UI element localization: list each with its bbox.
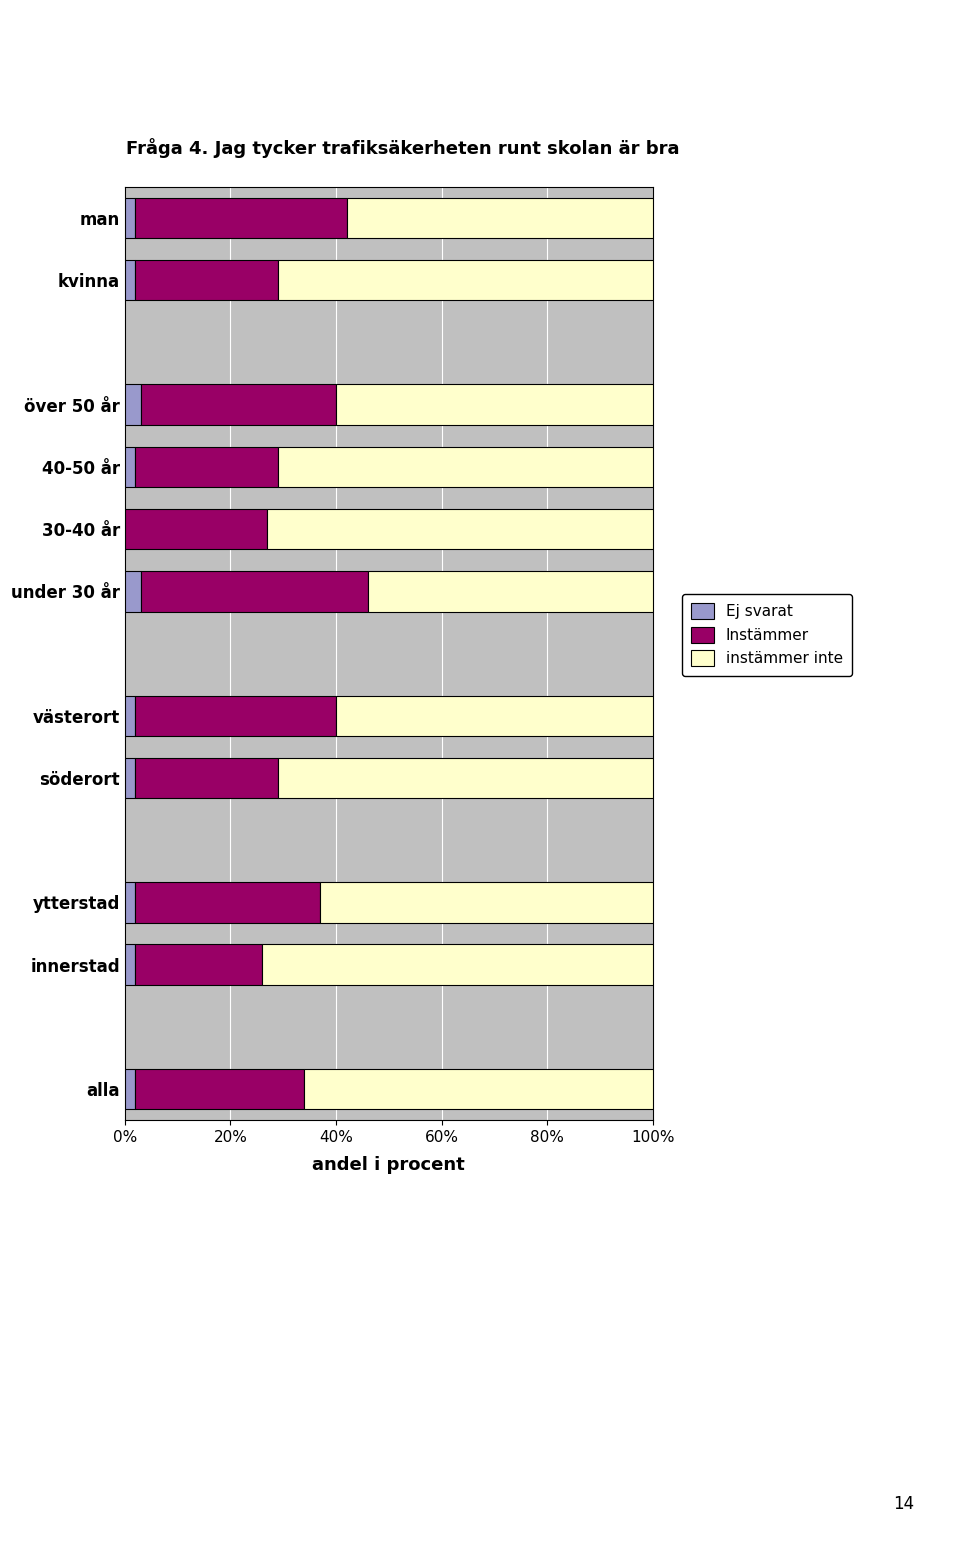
Bar bbox=[135, 882, 321, 923]
Bar bbox=[125, 758, 135, 798]
Bar bbox=[347, 198, 653, 238]
Bar bbox=[135, 944, 262, 985]
Bar bbox=[267, 509, 653, 549]
Bar bbox=[125, 571, 141, 612]
Bar bbox=[135, 447, 278, 487]
Bar bbox=[278, 758, 653, 798]
Bar bbox=[336, 696, 653, 736]
Bar bbox=[135, 260, 278, 300]
Bar bbox=[125, 198, 135, 238]
X-axis label: andel i procent: andel i procent bbox=[312, 1156, 466, 1175]
Bar bbox=[304, 1069, 653, 1109]
Bar bbox=[135, 198, 347, 238]
Bar bbox=[125, 1069, 135, 1109]
Bar bbox=[135, 696, 336, 736]
Bar bbox=[141, 384, 336, 425]
Bar bbox=[125, 509, 267, 549]
Bar bbox=[125, 882, 135, 923]
Bar bbox=[125, 260, 135, 300]
Bar bbox=[135, 758, 278, 798]
Bar bbox=[125, 696, 135, 736]
Bar bbox=[125, 944, 135, 985]
Bar bbox=[135, 1069, 304, 1109]
Bar bbox=[368, 571, 653, 612]
Text: 14: 14 bbox=[893, 1495, 914, 1514]
Bar bbox=[125, 447, 135, 487]
Bar bbox=[278, 447, 653, 487]
Text: Fråga 4. Jag tycker trafiksäkerheten runt skolan är bra: Fråga 4. Jag tycker trafiksäkerheten run… bbox=[127, 138, 680, 157]
Bar bbox=[125, 384, 141, 425]
Bar bbox=[336, 384, 653, 425]
Bar bbox=[278, 260, 653, 300]
Bar bbox=[321, 882, 653, 923]
Bar bbox=[141, 571, 368, 612]
Legend: Ej svarat, Instämmer, instämmer inte: Ej svarat, Instämmer, instämmer inte bbox=[682, 594, 852, 675]
Bar bbox=[262, 944, 653, 985]
